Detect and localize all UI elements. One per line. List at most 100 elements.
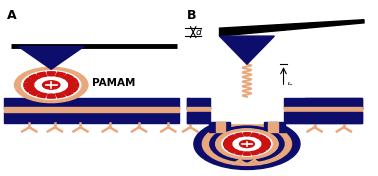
Bar	[187, 107, 210, 112]
Wedge shape	[247, 138, 270, 144]
Wedge shape	[24, 83, 51, 87]
Bar	[187, 112, 210, 123]
Wedge shape	[47, 72, 56, 85]
Wedge shape	[35, 85, 51, 90]
Wedge shape	[35, 80, 51, 85]
Polygon shape	[220, 20, 364, 36]
Wedge shape	[29, 85, 51, 96]
Bar	[187, 107, 210, 112]
Wedge shape	[235, 133, 247, 144]
Text: PAMAM: PAMAM	[91, 78, 135, 88]
Wedge shape	[51, 83, 79, 87]
Circle shape	[202, 122, 291, 165]
Wedge shape	[51, 85, 67, 90]
Circle shape	[14, 67, 88, 103]
Wedge shape	[47, 85, 56, 98]
Circle shape	[216, 129, 278, 159]
Wedge shape	[47, 77, 55, 85]
Text: A: A	[7, 9, 17, 22]
Wedge shape	[228, 144, 247, 153]
Wedge shape	[42, 85, 51, 93]
Circle shape	[240, 140, 254, 147]
Wedge shape	[25, 85, 51, 92]
Wedge shape	[51, 85, 65, 98]
Wedge shape	[47, 85, 55, 93]
Wedge shape	[247, 144, 259, 150]
Wedge shape	[51, 80, 67, 85]
Wedge shape	[35, 83, 51, 87]
Wedge shape	[247, 144, 255, 150]
Bar	[187, 112, 210, 123]
Wedge shape	[224, 142, 247, 146]
Wedge shape	[51, 85, 61, 93]
Text: Cell membrane: Cell membrane	[285, 100, 362, 109]
Polygon shape	[220, 36, 274, 64]
Circle shape	[210, 126, 284, 162]
Wedge shape	[247, 137, 255, 144]
Bar	[4, 107, 179, 112]
Wedge shape	[239, 137, 247, 144]
Wedge shape	[233, 144, 247, 148]
Wedge shape	[51, 74, 73, 85]
Wedge shape	[224, 144, 247, 150]
Bar	[264, 122, 285, 132]
Wedge shape	[37, 78, 51, 85]
Wedge shape	[239, 144, 247, 150]
Bar	[190, 85, 304, 123]
Wedge shape	[247, 144, 259, 155]
Wedge shape	[51, 78, 65, 85]
Wedge shape	[51, 72, 65, 85]
Circle shape	[22, 71, 81, 99]
Wedge shape	[247, 138, 259, 144]
Wedge shape	[51, 83, 67, 87]
Wedge shape	[233, 140, 247, 144]
Wedge shape	[29, 74, 51, 85]
Bar	[284, 107, 362, 112]
Wedge shape	[51, 78, 78, 85]
Wedge shape	[235, 144, 247, 150]
Bar	[209, 122, 230, 132]
Bar	[4, 98, 179, 109]
Wedge shape	[228, 135, 247, 144]
Polygon shape	[18, 46, 84, 69]
Wedge shape	[247, 135, 266, 144]
Wedge shape	[247, 140, 260, 144]
Wedge shape	[243, 137, 250, 144]
Bar	[4, 112, 179, 123]
Bar	[187, 98, 210, 109]
Wedge shape	[247, 144, 260, 148]
Wedge shape	[51, 77, 61, 85]
Wedge shape	[235, 144, 247, 155]
Text: d: d	[195, 28, 201, 37]
Circle shape	[222, 132, 272, 156]
Bar	[187, 98, 210, 109]
Bar	[284, 98, 362, 109]
Bar	[216, 122, 225, 132]
Wedge shape	[247, 142, 261, 146]
Circle shape	[42, 81, 60, 89]
Wedge shape	[247, 142, 270, 146]
Wedge shape	[243, 144, 251, 155]
Wedge shape	[37, 85, 51, 92]
Wedge shape	[224, 138, 247, 144]
Wedge shape	[51, 85, 73, 96]
Wedge shape	[37, 85, 51, 98]
Wedge shape	[247, 144, 270, 150]
Text: h: h	[287, 82, 293, 91]
Wedge shape	[51, 85, 65, 92]
Wedge shape	[233, 142, 247, 146]
Bar	[284, 112, 362, 123]
Circle shape	[194, 118, 300, 169]
Wedge shape	[25, 78, 51, 85]
Wedge shape	[37, 72, 51, 85]
Wedge shape	[247, 133, 259, 144]
Bar	[268, 122, 278, 132]
Wedge shape	[235, 138, 247, 144]
Text: B: B	[187, 9, 196, 22]
Bar	[284, 107, 362, 112]
Wedge shape	[247, 144, 266, 153]
Bar	[284, 98, 362, 109]
Wedge shape	[243, 144, 250, 151]
Bar	[284, 112, 362, 123]
Circle shape	[215, 129, 278, 159]
